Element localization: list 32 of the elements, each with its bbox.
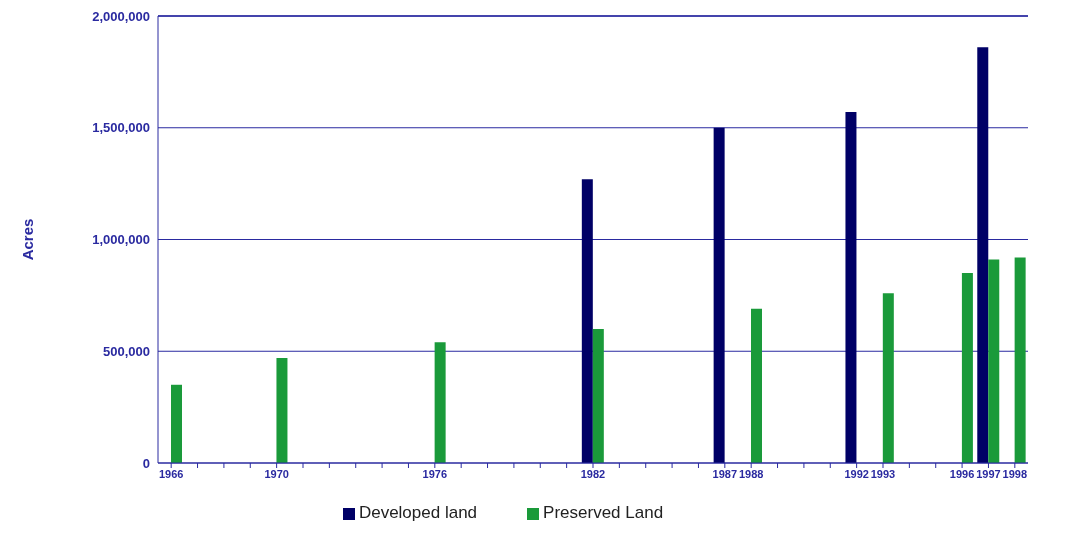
bar (592, 328, 604, 463)
x-tick-label: 1970 (264, 467, 289, 480)
x-tick-label: 1996 (949, 467, 975, 480)
bar (961, 273, 973, 463)
x-tick-label: 1993 (870, 467, 896, 480)
bar (882, 293, 894, 463)
legend-label: Developed land (358, 503, 478, 522)
x-tick-label: 1966 (158, 467, 184, 480)
bar (845, 112, 857, 463)
x-tick-label: 1992 (844, 467, 869, 480)
x-tick-label: 1987 (712, 467, 738, 480)
x-tick-label: 1998 (1002, 467, 1028, 480)
bar (171, 384, 182, 463)
y-axis-title: Acres (19, 218, 37, 261)
x-tick-label: 1988 (738, 467, 764, 480)
x-tick-label: 1976 (422, 467, 448, 480)
legend-label: Preserved Land (543, 503, 664, 522)
x-tick-label: 1982 (580, 467, 606, 480)
bar (751, 308, 762, 463)
bar (1014, 257, 1026, 463)
y-tick-label: 1,500,000 (92, 120, 150, 136)
bar (581, 179, 593, 463)
y-tick-label: 1,000,000 (92, 232, 150, 248)
bar (977, 47, 989, 463)
y-tick-label: 500,000 (103, 343, 150, 359)
bar (276, 357, 288, 463)
y-tick-label: 0 (142, 455, 150, 471)
bar (988, 259, 1000, 463)
y-tick-label: 2,000,000 (92, 8, 150, 24)
bar (713, 127, 725, 463)
x-tick-label: 1997 (976, 467, 1001, 480)
bar (434, 342, 446, 463)
